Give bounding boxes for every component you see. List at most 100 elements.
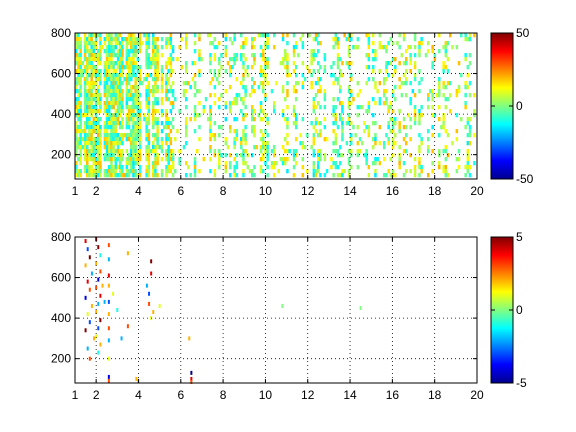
heatmap-cell [233, 129, 236, 133]
heatmap-cell [185, 161, 188, 165]
heatmap-cell [403, 149, 406, 153]
heatmap-cell [299, 37, 302, 41]
heatmap-cell [152, 89, 155, 93]
heatmap-cell [284, 117, 287, 121]
heatmap-cell [273, 101, 276, 105]
heatmap-cell [88, 65, 91, 69]
heatmap-cell [244, 133, 247, 137]
heatmap-cell [374, 133, 377, 137]
heatmap-cell [112, 137, 115, 141]
heatmap-cell [442, 81, 445, 85]
heatmap-cell [293, 85, 296, 89]
heatmap-cell [445, 169, 448, 173]
heatmap-cell [115, 133, 118, 137]
heatmap-cell [225, 117, 228, 121]
heatmap-cell [101, 45, 104, 49]
heatmap-cell [473, 33, 476, 37]
heatmap-cell [148, 165, 151, 169]
heatmap-cell [420, 141, 423, 145]
heatmap-cell [209, 57, 212, 61]
heatmap-cell [104, 153, 107, 157]
heatmap-cell [172, 149, 175, 153]
heatmap-cell [115, 101, 118, 105]
heatmap-cell [139, 49, 142, 53]
heatmap-cell [381, 45, 384, 49]
heatmap-cell [456, 45, 459, 49]
heatmap-cell [86, 145, 89, 149]
heatmap-cell [161, 121, 164, 125]
heatmap-cell [99, 93, 102, 97]
heatmap-cell [403, 81, 406, 85]
heatmap-cell [128, 137, 131, 141]
heatmap-cell [242, 133, 245, 137]
heatmap-cell [383, 101, 386, 105]
heatmap-cell [159, 145, 162, 149]
heatmap-cell [376, 89, 379, 93]
heatmap-cell [341, 117, 344, 121]
heatmap-cell [79, 117, 82, 121]
heatmap-cell [414, 105, 417, 109]
heatmap-cell [108, 105, 111, 109]
heatmap-cell [90, 57, 93, 61]
heatmap-cell [145, 125, 148, 129]
heatmap-cell [170, 41, 173, 45]
heatmap-cell [317, 101, 320, 105]
heatmap-cell [150, 149, 153, 153]
heatmap-cell [368, 57, 371, 61]
heatmap-cell [236, 137, 239, 141]
heatmap-cell [405, 133, 408, 137]
heatmap-cell [88, 89, 91, 93]
heatmap-cell [165, 141, 168, 145]
heatmap-cell [93, 129, 96, 133]
heatmap-cell [225, 101, 228, 105]
heatmap-cell [281, 304, 283, 308]
heatmap-cell [79, 85, 82, 89]
heatmap-cell [238, 93, 241, 97]
heatmap-cell [79, 129, 82, 133]
x-tick-label: 18 [428, 388, 442, 402]
heatmap-cell [379, 41, 382, 45]
heatmap-cell [82, 137, 85, 141]
heatmap-cell [172, 157, 175, 161]
heatmap-cell [266, 117, 269, 121]
heatmap-cell [390, 173, 393, 177]
heatmap-cell [130, 129, 133, 133]
heatmap-cell [156, 49, 159, 53]
heatmap-cell [117, 137, 120, 141]
heatmap-cell [145, 137, 148, 141]
heatmap-cell [112, 129, 115, 133]
heatmap-cell [211, 77, 214, 81]
heatmap-cell [427, 137, 430, 141]
heatmap-cell [185, 61, 188, 65]
heatmap-cell [233, 33, 236, 37]
heatmap-cell [106, 149, 109, 153]
heatmap-cell [339, 117, 342, 121]
heatmap-cell [346, 37, 349, 41]
heatmap-cell [79, 145, 82, 149]
heatmap-cell [167, 61, 170, 65]
heatmap-cell [198, 69, 201, 73]
heatmap-cell [251, 77, 254, 81]
heatmap-cell [209, 93, 212, 97]
heatmap-cell [236, 129, 239, 133]
heatmap-cell [93, 336, 95, 340]
heatmap-cell [156, 121, 159, 125]
heatmap-cell [112, 141, 115, 145]
heatmap-cell [165, 97, 168, 101]
heatmap-cell [251, 37, 254, 41]
heatmap-cell [170, 121, 173, 125]
heatmap-cell [88, 141, 91, 145]
heatmap-cell [240, 81, 243, 85]
heatmap-cell [104, 300, 106, 304]
heatmap-cell [420, 41, 423, 45]
heatmap-cell [405, 57, 408, 61]
heatmap-cell [240, 109, 243, 113]
heatmap-cell [88, 133, 91, 137]
heatmap-cell [139, 173, 142, 177]
heatmap-cell [104, 89, 107, 93]
heatmap-cell [387, 105, 390, 109]
heatmap-cell [346, 61, 349, 65]
heatmap-cell [266, 141, 269, 145]
heatmap-cell [431, 93, 434, 97]
heatmap-cell [438, 133, 441, 137]
